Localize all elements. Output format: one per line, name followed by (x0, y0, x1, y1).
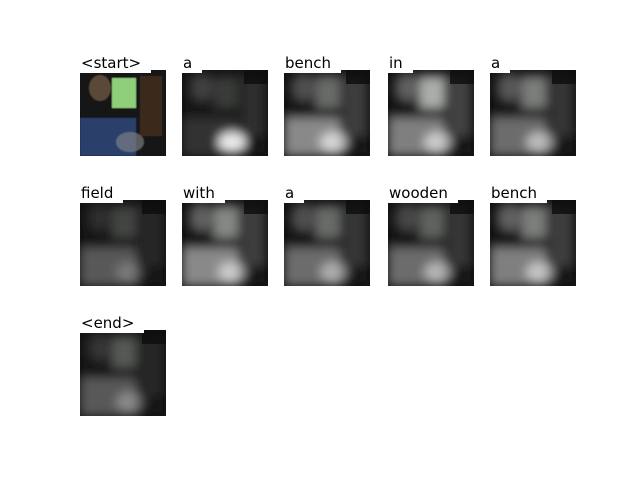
window-region (522, 208, 546, 238)
dark-corner (142, 200, 166, 214)
token-label: in (388, 53, 413, 73)
dark-corner (244, 200, 268, 214)
window-region (522, 78, 546, 108)
token-label: <start> (80, 53, 152, 73)
attention-map (182, 200, 268, 286)
attention-map (284, 70, 370, 156)
window-region (112, 338, 136, 368)
scene-svg (490, 70, 576, 156)
token-label: wooden (388, 183, 458, 203)
attention-map (182, 70, 268, 156)
clock-region (499, 75, 521, 101)
floor-region (218, 132, 246, 152)
token-label: a (490, 53, 511, 73)
dark-corner (346, 70, 370, 84)
clock-region (293, 75, 315, 101)
dark-corner (142, 330, 166, 344)
token-label: field (80, 183, 124, 203)
attention-cell: in (388, 53, 474, 156)
window-region (112, 78, 136, 108)
window-region (420, 78, 444, 108)
shelf-region (344, 206, 366, 266)
clock-region (191, 205, 213, 231)
scene-svg (80, 70, 166, 156)
shelf-region (448, 76, 470, 136)
clock-region (89, 75, 111, 101)
attention-cell: wooden (388, 183, 474, 286)
attention-cell: a (490, 53, 576, 156)
clock-region (293, 205, 315, 231)
token-label: <end> (80, 313, 145, 333)
shelf-region (344, 76, 366, 136)
token-label: bench (490, 183, 548, 203)
window-region (214, 78, 238, 108)
floor-region (116, 392, 144, 412)
attention-map (80, 200, 166, 286)
attention-map (490, 70, 576, 156)
dark-corner (450, 200, 474, 214)
scene-svg (182, 70, 268, 156)
attention-cell: a (284, 183, 370, 286)
dark-corner (450, 70, 474, 84)
window-region (420, 208, 444, 238)
floor-region (116, 132, 144, 152)
attention-map (490, 200, 576, 286)
attention-cell: bench (284, 53, 370, 156)
attention-map (80, 70, 166, 156)
scene-svg (284, 70, 370, 156)
floor-region (424, 132, 452, 152)
clock-region (89, 335, 111, 361)
token-label: bench (284, 53, 342, 73)
attention-map (388, 200, 474, 286)
clock-region (191, 75, 213, 101)
shelf-region (140, 76, 162, 136)
scene-svg (388, 70, 474, 156)
floor-region (526, 132, 554, 152)
shelf-region (242, 76, 264, 136)
scene-svg (388, 200, 474, 286)
shelf-region (140, 336, 162, 396)
shelf-region (448, 206, 470, 266)
window-region (316, 208, 340, 238)
token-label: with (182, 183, 225, 203)
token-label: a (284, 183, 305, 203)
attention-cell: bench (490, 183, 576, 286)
window-region (214, 208, 238, 238)
attention-map (80, 330, 166, 416)
window-region (112, 208, 136, 238)
scene-svg (182, 200, 268, 286)
floor-region (424, 262, 452, 282)
token-label: a (182, 53, 203, 73)
shelf-region (140, 206, 162, 266)
floor-region (320, 132, 348, 152)
clock-region (89, 205, 111, 231)
scene-svg (490, 200, 576, 286)
clock-region (397, 205, 419, 231)
scene-svg (284, 200, 370, 286)
dark-corner (552, 70, 576, 84)
window-region (316, 78, 340, 108)
attention-cell: <start> (80, 53, 166, 156)
dark-corner (346, 200, 370, 214)
floor-region (526, 262, 554, 282)
shelf-region (550, 76, 572, 136)
attention-cell: field (80, 183, 166, 286)
shelf-region (550, 206, 572, 266)
attention-map (388, 70, 474, 156)
attention-cell: a (182, 53, 268, 156)
floor-region (218, 262, 246, 282)
attention-map (284, 200, 370, 286)
scene-svg (80, 330, 166, 416)
attention-cell: with (182, 183, 268, 286)
clock-region (499, 205, 521, 231)
attention-cell: <end> (80, 313, 166, 416)
clock-region (397, 75, 419, 101)
floor-region (320, 262, 348, 282)
shelf-region (242, 206, 264, 266)
dark-corner (244, 70, 268, 84)
scene-svg (80, 200, 166, 286)
floor-region (116, 262, 144, 282)
dark-corner (552, 200, 576, 214)
